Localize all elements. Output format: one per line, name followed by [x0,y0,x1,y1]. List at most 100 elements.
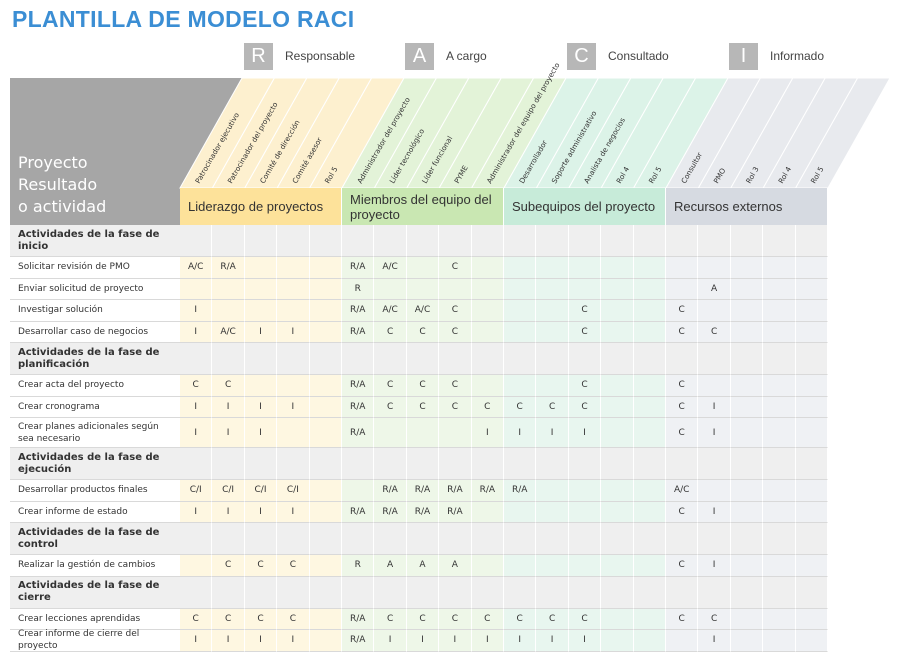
corner-label: Resultado [18,175,97,194]
raci-cell: I [698,396,731,418]
raci-cell [633,343,666,375]
raci-cell [730,343,764,375]
raci-cell: C [568,396,602,418]
raci-cell: I [471,418,504,448]
legend-label: Informado [770,49,825,63]
legend-box: I [729,43,758,70]
row-label: Actividades de la fase de inicio [10,225,180,257]
raci-cell [439,448,472,480]
raci-cell [180,448,213,480]
raci-cell [698,576,731,609]
raci-cell [763,257,796,279]
raci-cell [536,375,569,397]
raci-cell [601,630,634,652]
raci-cell: R/A [342,375,375,397]
raci-cell [536,448,569,480]
raci-cell [633,225,666,257]
raci-cell [536,480,569,502]
raci-cell [374,576,407,609]
raci-cell [180,343,213,375]
raci-cell [342,448,375,480]
raci-cell [277,257,310,279]
raci-cell: I [568,418,602,448]
raci-cell: C [374,375,407,397]
raci-cell [244,225,278,257]
raci-cell [471,225,504,257]
raci-cell: C/I [212,480,245,502]
row-label: Crear informe de cierre del proyecto [10,629,180,652]
raci-cell [277,576,310,609]
raci-cell: A/C [374,300,407,322]
raci-cell [277,225,310,257]
raci-cell [698,343,731,375]
raci-cell [601,480,634,502]
row-label: Crear planes adicionales según sea neces… [10,418,180,448]
raci-cell [601,576,634,609]
raci-cell: C [666,321,699,343]
raci-cell [504,278,537,300]
raci-cell [730,630,764,652]
raci-cell [374,448,407,480]
raci-cell [666,630,699,652]
raci-cell [633,375,666,397]
raci-cell [406,257,440,279]
group-header: Subequipos del proyecto [504,188,666,225]
raci-cell [244,300,278,322]
raci-cell [342,343,375,375]
raci-cell [568,523,602,555]
raci-cell: C [439,257,472,279]
row-label: Crear acta del proyecto [10,375,180,397]
raci-cell [730,321,764,343]
raci-cell [504,555,537,577]
raci-cell [568,343,602,375]
raci-cell: I [212,630,245,652]
raci-cell: I [374,630,407,652]
raci-cell [633,501,666,523]
raci-cell [180,555,213,577]
raci-cell [309,300,342,322]
raci-cell [309,257,342,279]
raci-cell [309,278,342,300]
raci-cell: C [244,555,278,577]
raci-cell: I [212,396,245,418]
raci-cell [601,396,634,418]
raci-cell: C [504,396,537,418]
raci-cell: R/A [406,480,440,502]
raci-cell [763,300,796,322]
raci-cell [601,523,634,555]
raci-cell [212,523,245,555]
title: PLANTILLA DE MODELO RACI [12,6,355,32]
raci-cell: I [180,418,213,448]
row-label: Crear cronograma [10,396,180,418]
raci-cell [763,225,796,257]
raci-cell [698,300,731,322]
raci-cell: C [568,321,602,343]
raci-cell [471,375,504,397]
raci-cell [374,278,407,300]
raci-cell [601,448,634,480]
raci-cell [666,257,699,279]
raci-cell [471,257,504,279]
legend-box: A [405,43,434,70]
raci-cell: C [439,300,472,322]
raci-cell [309,225,342,257]
raci-cell [730,257,764,279]
raci-cell: R/A [439,480,472,502]
raci-cell: I [277,321,310,343]
raci-cell: R/A [342,418,375,448]
raci-cell [309,480,342,502]
raci-cell [601,555,634,577]
raci-cell [439,225,472,257]
group-header: Miembros del equipo del proyecto [342,188,504,225]
raci-cell: I [698,630,731,652]
raci-cell [212,225,245,257]
raci-cell [406,523,440,555]
raci-cell [730,225,764,257]
raci-cell [633,576,666,609]
raci-cell [244,576,278,609]
raci-cell: C [666,375,699,397]
raci-cell [471,343,504,375]
raci-cell [730,576,764,609]
raci-cell [698,523,731,555]
